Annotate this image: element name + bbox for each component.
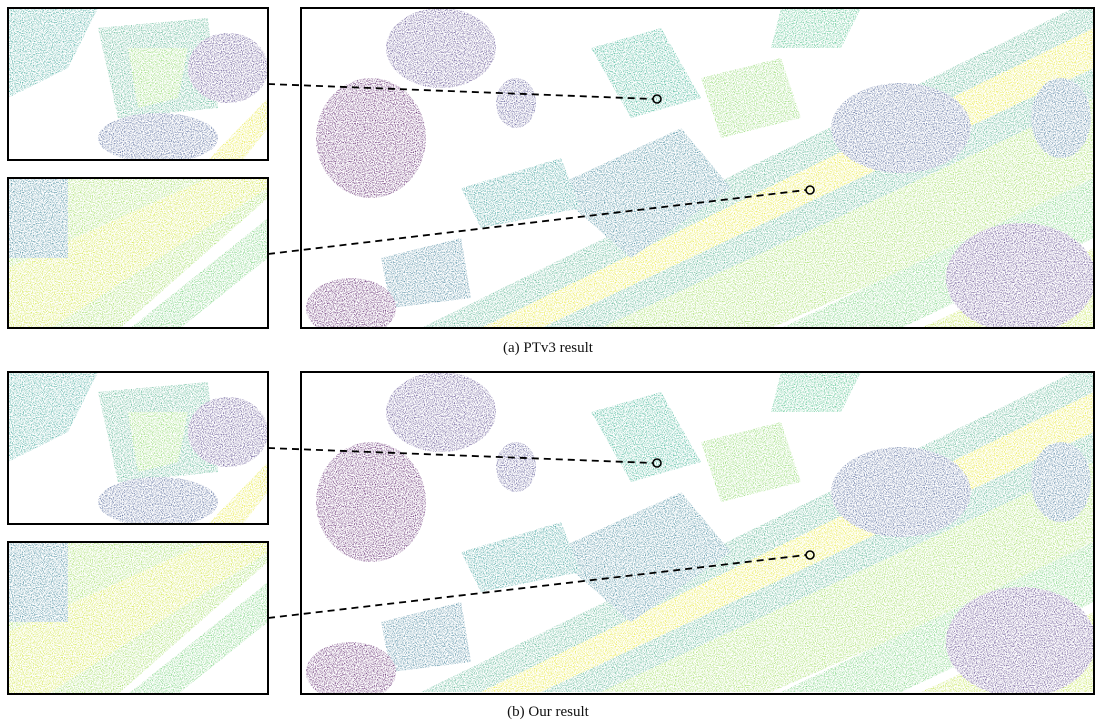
caption: (b) Our result [507,704,589,720]
panel-a: (a) PTv3 result [8,0,1096,356]
point-cloud-view [8,542,268,694]
point-cloud-view [8,542,268,694]
point-cloud-view [301,362,1096,702]
figure: (a) PTv3 result (b) Our result [0,0,1096,722]
point-cloud-view [301,0,1096,338]
point-cloud-view [8,372,268,527]
point-cloud-view [8,178,268,330]
point-cloud-view [8,178,268,330]
point-cloud-view [301,0,1096,338]
panel-b: (b) Our result [8,362,1096,720]
page: (a) PTv3 result (b) Our result (() => { … [0,0,1096,722]
point-cloud-view [8,8,268,163]
point-cloud-view [301,362,1096,702]
point-cloud-view [8,372,268,527]
caption: (a) PTv3 result [503,340,594,356]
point-cloud-view [8,8,268,163]
